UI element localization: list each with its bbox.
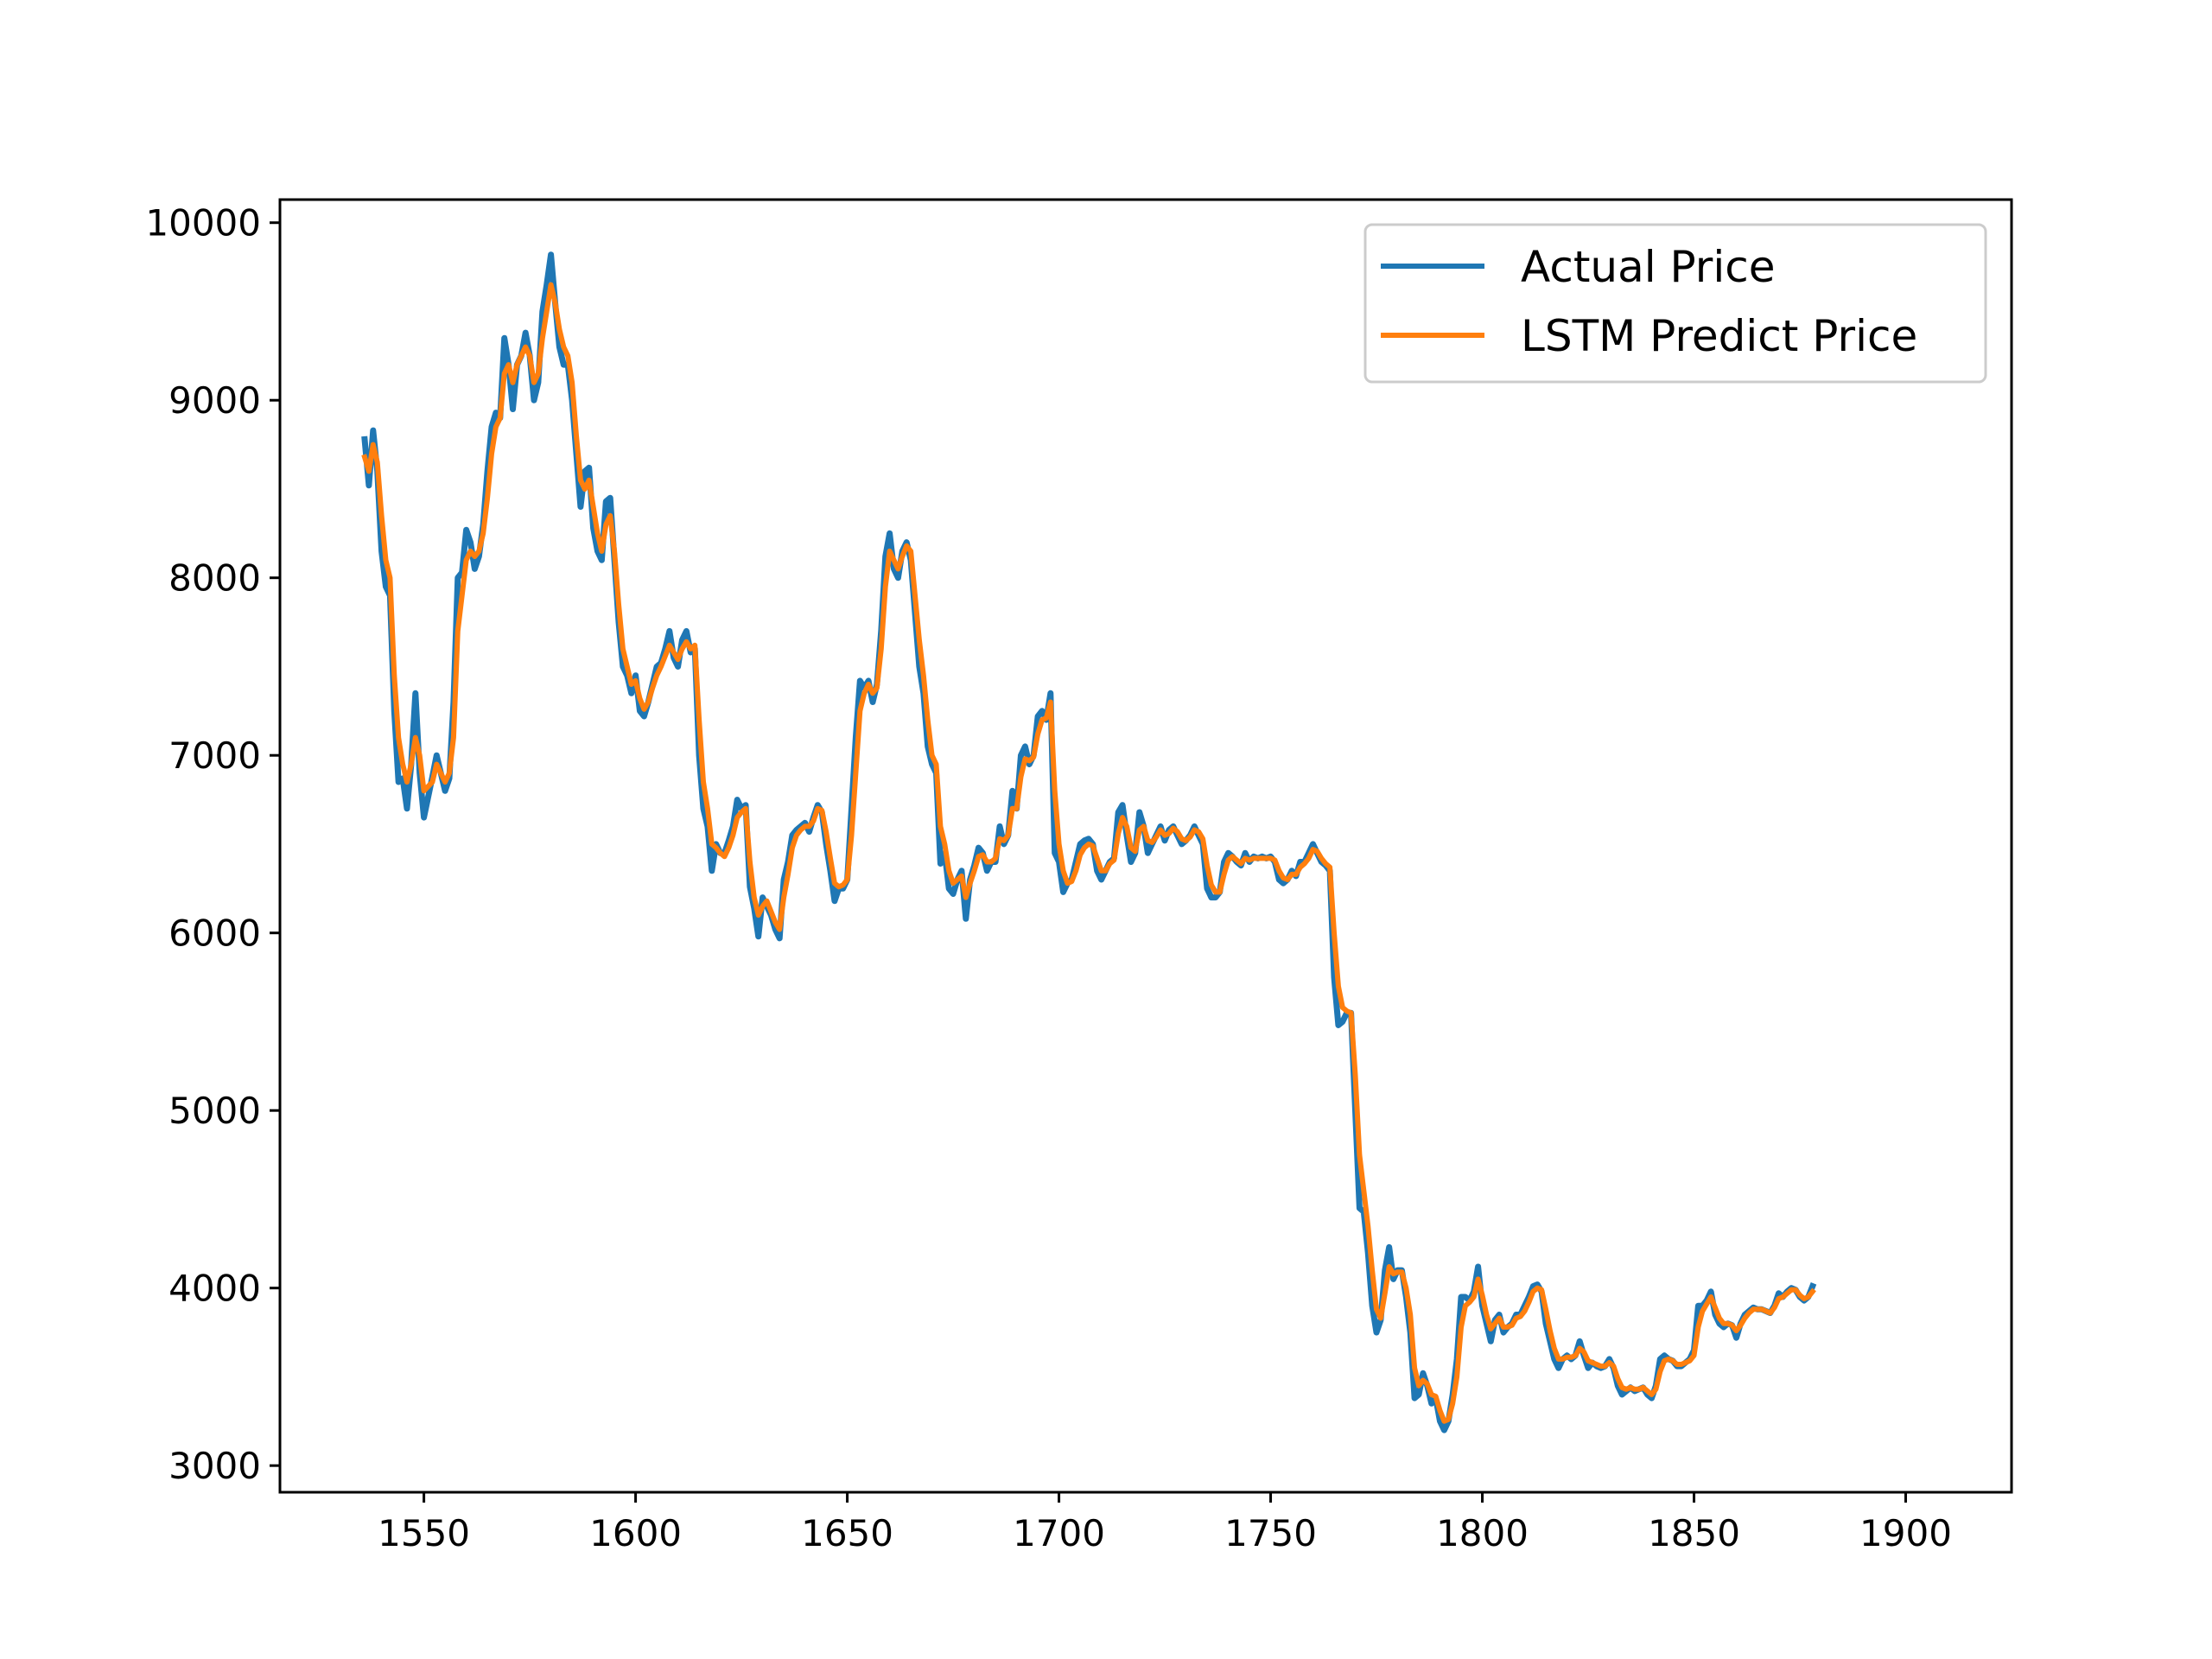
- series-layer: [361, 251, 1817, 1433]
- y-tick-label: 9000: [168, 379, 261, 422]
- y-tick-label: 7000: [168, 734, 261, 777]
- x-tick-label: 1700: [1013, 1512, 1105, 1554]
- series-line-predict: [361, 282, 1816, 1424]
- y-axis: 3000 4000 5000 6000 7000 8000 9000 10000: [145, 202, 280, 1487]
- x-tick-label: 1550: [378, 1512, 470, 1554]
- y-tick-label: 6000: [168, 912, 261, 955]
- x-tick-label: 1650: [801, 1512, 893, 1554]
- legend-box: [1363, 223, 1987, 384]
- x-tick-label: 1600: [589, 1512, 682, 1554]
- legend-label-predict: LSTM Predict Price: [1521, 311, 1917, 361]
- axes-frame: [278, 198, 2013, 1494]
- x-tick-label: 1750: [1224, 1512, 1317, 1554]
- y-tick-label: 3000: [168, 1445, 261, 1487]
- x-axis: 1550 1600 1650 1700 1750 1800 1850 1900: [378, 1492, 1952, 1554]
- y-tick-label: 10000: [145, 202, 261, 245]
- x-tick-label: 1900: [1859, 1512, 1952, 1554]
- x-tick-label: 1850: [1648, 1512, 1740, 1554]
- legend-label-actual: Actual Price: [1521, 242, 1776, 292]
- legend: Actual Price LSTM Predict Price: [1363, 223, 1987, 384]
- x-tick-label: 1800: [1436, 1512, 1529, 1554]
- y-tick-label: 5000: [168, 1090, 261, 1132]
- y-tick-label: 8000: [168, 557, 261, 600]
- y-tick-label: 4000: [168, 1268, 261, 1310]
